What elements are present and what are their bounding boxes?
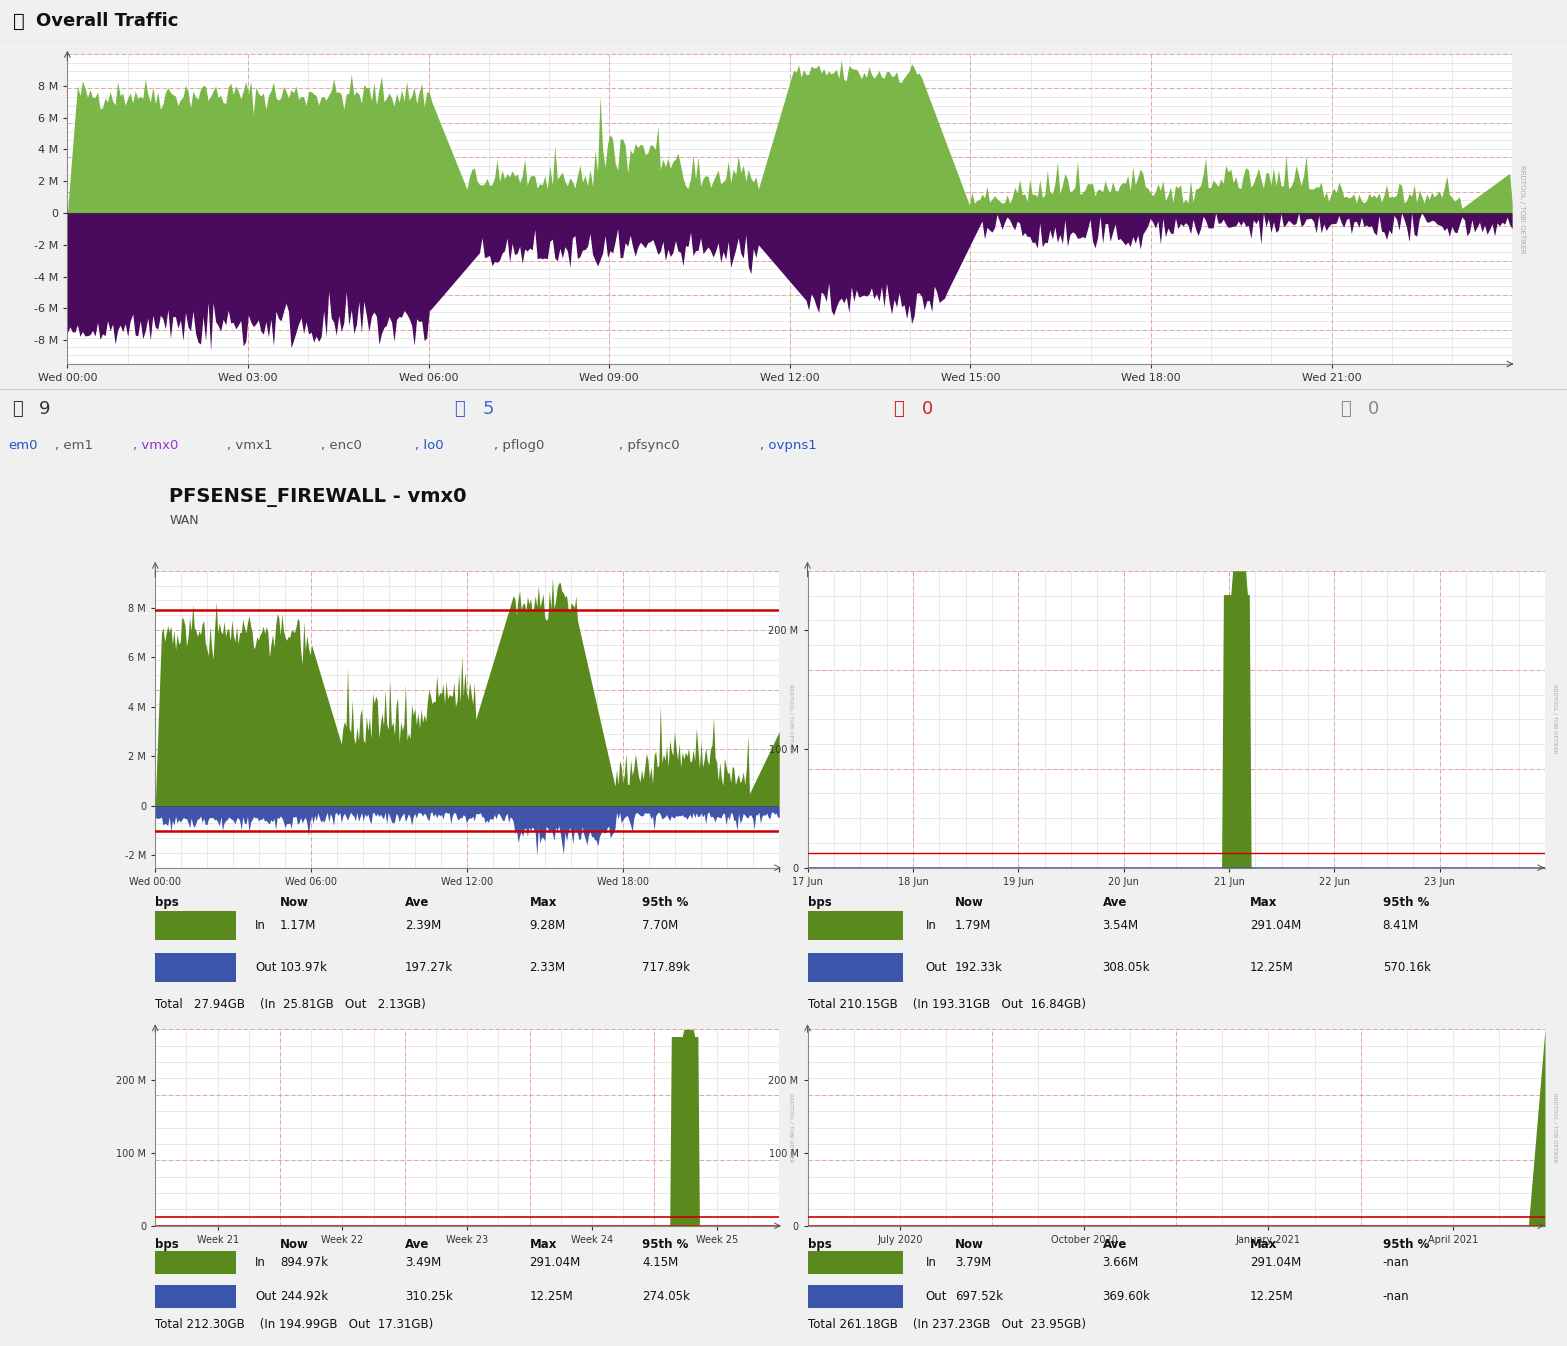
Text: In: In <box>255 919 266 933</box>
Text: 4.15M: 4.15M <box>642 1256 679 1269</box>
Bar <box>155 1284 237 1308</box>
Text: 192.33k: 192.33k <box>954 961 1003 975</box>
Text: , vmx1: , vmx1 <box>227 439 273 452</box>
Text: RRDTOOL / TOBI OETIKER: RRDTOOL / TOBI OETIKER <box>1553 685 1558 754</box>
Text: 5: 5 <box>483 400 494 419</box>
Text: 244.92k: 244.92k <box>280 1289 328 1303</box>
Text: Ave: Ave <box>404 1238 429 1252</box>
Bar <box>807 911 904 941</box>
Text: 12.25M: 12.25M <box>530 1289 574 1303</box>
Text: Ave: Ave <box>1103 895 1127 909</box>
Text: em0: em0 <box>8 439 38 452</box>
Text: Out: Out <box>255 961 276 975</box>
Text: 274.05k: 274.05k <box>642 1289 689 1303</box>
Text: , ovpns1: , ovpns1 <box>760 439 816 452</box>
Text: RRDTOOL / TOBI OETIKER: RRDTOOL / TOBI OETIKER <box>1553 1093 1558 1162</box>
Text: 1.17M: 1.17M <box>280 919 317 933</box>
Text: 🔗: 🔗 <box>893 400 904 419</box>
Text: , enc0: , enc0 <box>321 439 362 452</box>
Text: 9.28M: 9.28M <box>530 919 566 933</box>
Bar <box>807 953 904 983</box>
Text: Now: Now <box>280 1238 309 1252</box>
Bar <box>155 911 237 941</box>
Text: bps: bps <box>807 1238 832 1252</box>
Text: Max: Max <box>530 895 556 909</box>
Text: 🔗: 🔗 <box>454 400 465 419</box>
Text: Total 210.15GB    (In 193.31GB   Out  16.84GB): Total 210.15GB (In 193.31GB Out 16.84GB) <box>807 997 1086 1011</box>
Text: 291.04M: 291.04M <box>1250 1256 1301 1269</box>
Text: 717.89k: 717.89k <box>642 961 689 975</box>
Text: 🔗: 🔗 <box>1340 400 1351 419</box>
Text: , vmx0: , vmx0 <box>133 439 179 452</box>
Text: 8.41M: 8.41M <box>1382 919 1420 933</box>
Text: Out: Out <box>926 1289 946 1303</box>
Text: 291.04M: 291.04M <box>530 1256 581 1269</box>
Text: 12.25M: 12.25M <box>1250 961 1294 975</box>
Text: 2.39M: 2.39M <box>404 919 440 933</box>
Text: Total   27.94GB    (In  25.81GB   Out   2.13GB): Total 27.94GB (In 25.81GB Out 2.13GB) <box>155 997 426 1011</box>
Text: 🔗: 🔗 <box>13 400 24 419</box>
Text: Now: Now <box>954 1238 984 1252</box>
Text: 310.25k: 310.25k <box>404 1289 453 1303</box>
Text: Max: Max <box>530 1238 556 1252</box>
Text: PFSENSE_FIREWALL - vmx0: PFSENSE_FIREWALL - vmx0 <box>169 487 467 507</box>
Text: 0: 0 <box>1368 400 1379 419</box>
Text: 1.79M: 1.79M <box>954 919 992 933</box>
Text: 369.60k: 369.60k <box>1103 1289 1150 1303</box>
Text: 308.05k: 308.05k <box>1103 961 1150 975</box>
Bar <box>807 1250 904 1275</box>
Text: In: In <box>926 919 937 933</box>
Text: , em1: , em1 <box>55 439 92 452</box>
Text: Ⓐ: Ⓐ <box>13 12 24 31</box>
Text: Total 212.30GB    (In 194.99GB   Out  17.31GB): Total 212.30GB (In 194.99GB Out 17.31GB) <box>155 1318 434 1331</box>
Text: 2.33M: 2.33M <box>530 961 566 975</box>
Text: bps: bps <box>155 1238 179 1252</box>
Text: RRDTOOL / TOBI OETIKER: RRDTOOL / TOBI OETIKER <box>788 1093 793 1162</box>
Text: 697.52k: 697.52k <box>954 1289 1003 1303</box>
Text: Total 261.18GB    (In 237.23GB   Out  23.95GB): Total 261.18GB (In 237.23GB Out 23.95GB) <box>807 1318 1086 1331</box>
Text: 95th %: 95th % <box>1382 895 1429 909</box>
Text: 291.04M: 291.04M <box>1250 919 1301 933</box>
Text: In: In <box>255 1256 266 1269</box>
Text: bps: bps <box>155 895 179 909</box>
Text: 894.97k: 894.97k <box>280 1256 328 1269</box>
Text: 3.49M: 3.49M <box>404 1256 440 1269</box>
Text: 3.54M: 3.54M <box>1103 919 1139 933</box>
Text: Out: Out <box>926 961 946 975</box>
Text: Out: Out <box>255 1289 276 1303</box>
Text: -nan: -nan <box>1382 1256 1409 1269</box>
Text: 7.70M: 7.70M <box>642 919 679 933</box>
Text: Overall Traffic: Overall Traffic <box>36 12 179 30</box>
Text: , pfsync0: , pfsync0 <box>619 439 680 452</box>
Text: Now: Now <box>280 895 309 909</box>
Text: In: In <box>926 1256 937 1269</box>
Text: , pflog0: , pflog0 <box>494 439 544 452</box>
Text: 3.79M: 3.79M <box>954 1256 992 1269</box>
Text: Now: Now <box>954 895 984 909</box>
Text: 0: 0 <box>921 400 932 419</box>
Text: Max: Max <box>1250 895 1277 909</box>
Text: RRDTOOL / TOBI OETIKER: RRDTOOL / TOBI OETIKER <box>788 685 793 754</box>
Text: RRDTOOL / TOBI OETIKER: RRDTOOL / TOBI OETIKER <box>1520 164 1525 253</box>
Text: 95th %: 95th % <box>642 1238 688 1252</box>
Text: 197.27k: 197.27k <box>404 961 453 975</box>
Bar <box>807 1284 904 1308</box>
Text: 3.66M: 3.66M <box>1103 1256 1139 1269</box>
Text: Ave: Ave <box>1103 1238 1127 1252</box>
Text: 95th %: 95th % <box>642 895 688 909</box>
Text: , lo0: , lo0 <box>415 439 443 452</box>
Text: 9: 9 <box>39 400 50 419</box>
Text: Max: Max <box>1250 1238 1277 1252</box>
Text: 12.25M: 12.25M <box>1250 1289 1294 1303</box>
Text: WAN: WAN <box>169 514 199 528</box>
Text: -nan: -nan <box>1382 1289 1409 1303</box>
Bar <box>155 953 237 983</box>
Text: Ave: Ave <box>404 895 429 909</box>
Text: 570.16k: 570.16k <box>1382 961 1431 975</box>
Text: bps: bps <box>807 895 832 909</box>
Text: 103.97k: 103.97k <box>280 961 328 975</box>
Bar <box>155 1250 237 1275</box>
Text: 95th %: 95th % <box>1382 1238 1429 1252</box>
